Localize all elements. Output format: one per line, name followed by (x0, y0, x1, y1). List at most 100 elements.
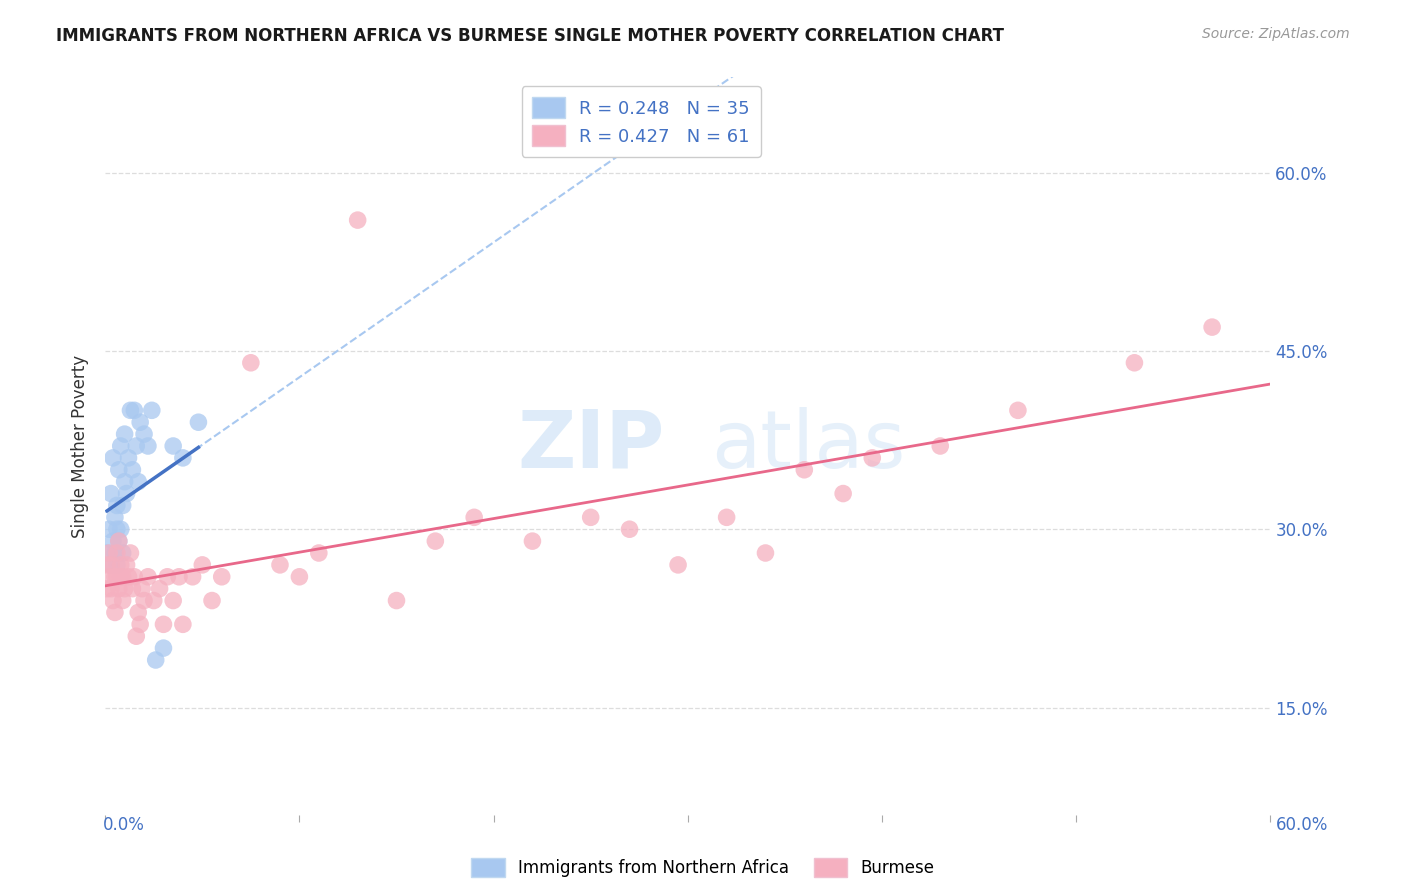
Point (125, 629, 148, 643)
Point (136, 439, 159, 453)
Point (105, 522, 128, 536)
Point (522, 534, 544, 549)
Point (1007, 403, 1029, 417)
Point (463, 510, 485, 524)
Point (1123, 356, 1146, 370)
Point (308, 546, 330, 560)
Point (121, 463, 143, 477)
Legend: Immigrants from Northern Africa, Burmese: Immigrants from Northern Africa, Burmese (464, 851, 942, 884)
Point (104, 570, 127, 584)
Point (385, 593, 408, 607)
Point (860, 450, 883, 465)
Y-axis label: Single Mother Poverty: Single Mother Poverty (72, 354, 89, 538)
Point (121, 582, 143, 596)
Point (114, 582, 136, 596)
Point (105, 570, 128, 584)
Point (152, 641, 174, 656)
Point (579, 510, 602, 524)
Point (129, 617, 152, 632)
Point (127, 475, 149, 489)
Point (125, 439, 148, 453)
Point (98, 522, 121, 536)
Point (131, 582, 153, 596)
Point (110, 439, 132, 453)
Point (111, 546, 134, 560)
Point (142, 593, 165, 607)
Point (124, 570, 146, 584)
Point (832, 486, 855, 500)
Point (105, 499, 128, 513)
Point (114, 475, 136, 489)
Point (107, 463, 129, 477)
Point (167, 570, 190, 584)
Point (111, 593, 134, 607)
Point (111, 570, 134, 584)
Point (101, 593, 124, 607)
Point (181, 570, 204, 584)
Point (105, 558, 128, 572)
Point (129, 415, 152, 429)
Point (107, 534, 129, 549)
Point (425, 534, 447, 549)
Point (127, 606, 149, 620)
Point (793, 463, 815, 477)
Text: 0.0%: 0.0% (103, 816, 145, 834)
Point (100, 558, 122, 572)
Point (929, 439, 952, 453)
Point (145, 653, 167, 667)
Point (619, 522, 641, 536)
Point (136, 570, 159, 584)
Point (666, 558, 689, 572)
Point (100, 558, 122, 572)
Point (98, 546, 121, 560)
Point (101, 534, 124, 549)
Point (172, 617, 194, 632)
Point (152, 617, 174, 632)
Text: ZIP: ZIP (517, 407, 665, 485)
Point (141, 403, 163, 417)
Legend: R = 0.248   N = 35, R = 0.427   N = 61: R = 0.248 N = 35, R = 0.427 N = 61 (522, 87, 761, 157)
Point (115, 486, 138, 500)
Point (111, 499, 134, 513)
Point (288, 570, 311, 584)
Text: Source: ZipAtlas.com: Source: ZipAtlas.com (1202, 27, 1350, 41)
Point (96, 546, 118, 560)
Point (239, 356, 262, 370)
Point (107, 582, 129, 596)
Point (100, 582, 122, 596)
Point (162, 593, 184, 607)
Point (115, 558, 138, 572)
Point (107, 534, 129, 549)
Text: atlas: atlas (711, 407, 905, 485)
Point (110, 558, 132, 572)
Point (117, 570, 139, 584)
Point (211, 570, 233, 584)
Point (187, 415, 209, 429)
Point (105, 546, 128, 560)
Point (156, 570, 179, 584)
Point (98, 570, 121, 584)
Point (110, 522, 132, 536)
Point (114, 427, 136, 442)
Point (101, 450, 124, 465)
Point (201, 593, 224, 607)
Point (124, 403, 146, 417)
Point (269, 558, 291, 572)
Point (191, 558, 214, 572)
Point (754, 546, 776, 560)
Point (110, 570, 132, 584)
Point (100, 486, 122, 500)
Point (172, 450, 194, 465)
Point (96, 558, 118, 572)
Point (162, 439, 184, 453)
Point (716, 510, 738, 524)
Text: IMMIGRANTS FROM NORTHERN AFRICA VS BURMESE SINGLE MOTHER POVERTY CORRELATION CHA: IMMIGRANTS FROM NORTHERN AFRICA VS BURME… (56, 27, 1004, 45)
Point (346, 213, 368, 227)
Point (104, 606, 127, 620)
Point (1201, 320, 1223, 334)
Text: 60.0%: 60.0% (1277, 816, 1329, 834)
Point (96, 582, 118, 596)
Point (104, 546, 127, 560)
Point (132, 427, 155, 442)
Point (149, 582, 172, 596)
